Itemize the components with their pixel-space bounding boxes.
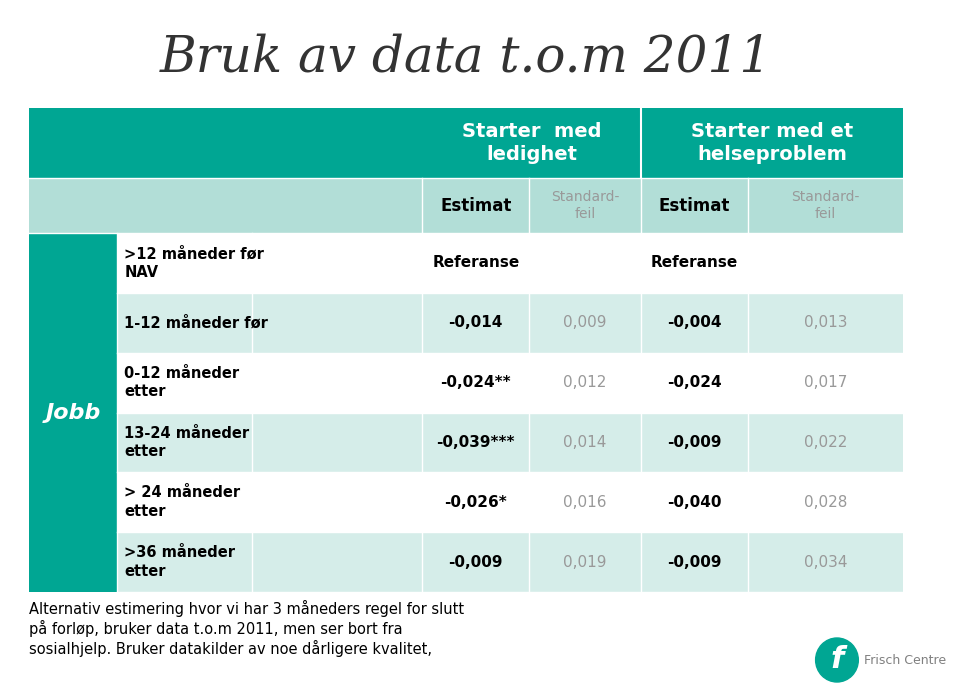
- Text: >12 måneder før
NAV: >12 måneder før NAV: [124, 246, 264, 279]
- Text: Bruk av data t.o.m 2011: Bruk av data t.o.m 2011: [160, 33, 772, 83]
- Text: Alternativ estimering hvor vi har 3 måneders regel for slutt
på forløp, bruker d: Alternativ estimering hvor vi har 3 måne…: [29, 600, 465, 657]
- Text: -0,014: -0,014: [448, 316, 503, 330]
- Text: >36 måneder
etter: >36 måneder etter: [124, 546, 235, 579]
- FancyBboxPatch shape: [422, 108, 641, 178]
- Text: Standard-
feil: Standard- feil: [551, 190, 619, 221]
- Text: > 24 måneder
etter: > 24 måneder etter: [124, 485, 240, 519]
- Text: -0,024: -0,024: [667, 375, 722, 390]
- Text: Estimat: Estimat: [659, 197, 730, 215]
- Text: 0,009: 0,009: [564, 316, 607, 330]
- FancyBboxPatch shape: [116, 413, 903, 473]
- FancyBboxPatch shape: [529, 178, 641, 233]
- Text: Estimat: Estimat: [440, 197, 512, 215]
- Text: -0,009: -0,009: [667, 435, 722, 450]
- FancyBboxPatch shape: [29, 108, 252, 178]
- FancyBboxPatch shape: [252, 108, 422, 178]
- Text: -0,026*: -0,026*: [444, 495, 507, 509]
- Text: 0-12 måneder
etter: 0-12 måneder etter: [124, 366, 239, 400]
- Text: -0,009: -0,009: [448, 555, 503, 570]
- Text: 0,016: 0,016: [564, 495, 607, 509]
- Text: Referanse: Referanse: [651, 256, 738, 270]
- Text: 0,028: 0,028: [804, 495, 847, 509]
- FancyBboxPatch shape: [641, 108, 903, 178]
- Text: -0,024**: -0,024**: [441, 375, 511, 390]
- Text: Starter med et
helseproblem: Starter med et helseproblem: [691, 122, 853, 164]
- Text: 13-24 måneder
etter: 13-24 måneder etter: [124, 425, 250, 459]
- Text: Jobb: Jobb: [45, 402, 101, 423]
- Text: -0,009: -0,009: [667, 555, 722, 570]
- Text: 0,019: 0,019: [564, 555, 607, 570]
- Text: -0,004: -0,004: [667, 316, 722, 330]
- Text: 0,034: 0,034: [804, 555, 847, 570]
- Text: Standard-
feil: Standard- feil: [791, 190, 859, 221]
- Text: f: f: [830, 646, 844, 675]
- FancyBboxPatch shape: [116, 233, 903, 293]
- Text: 1-12 måneder før: 1-12 måneder før: [124, 316, 268, 330]
- Text: Starter  med
ledighet: Starter med ledighet: [462, 122, 601, 164]
- Text: -0,039***: -0,039***: [437, 435, 515, 450]
- FancyBboxPatch shape: [748, 178, 903, 233]
- FancyBboxPatch shape: [116, 293, 903, 352]
- FancyBboxPatch shape: [641, 178, 748, 233]
- Circle shape: [816, 638, 858, 682]
- FancyBboxPatch shape: [422, 178, 529, 233]
- Text: 0,022: 0,022: [804, 435, 847, 450]
- FancyBboxPatch shape: [116, 352, 903, 413]
- FancyBboxPatch shape: [252, 178, 422, 233]
- Text: Referanse: Referanse: [432, 256, 519, 270]
- FancyBboxPatch shape: [116, 473, 903, 532]
- Text: 0,012: 0,012: [564, 375, 607, 390]
- Text: 0,013: 0,013: [804, 316, 847, 330]
- Text: -0,040: -0,040: [667, 495, 722, 509]
- Text: 0,017: 0,017: [804, 375, 847, 390]
- Text: Frisch Centre: Frisch Centre: [864, 653, 947, 667]
- Text: 0,014: 0,014: [564, 435, 607, 450]
- FancyBboxPatch shape: [116, 532, 903, 592]
- FancyBboxPatch shape: [29, 178, 252, 233]
- FancyBboxPatch shape: [29, 233, 116, 592]
